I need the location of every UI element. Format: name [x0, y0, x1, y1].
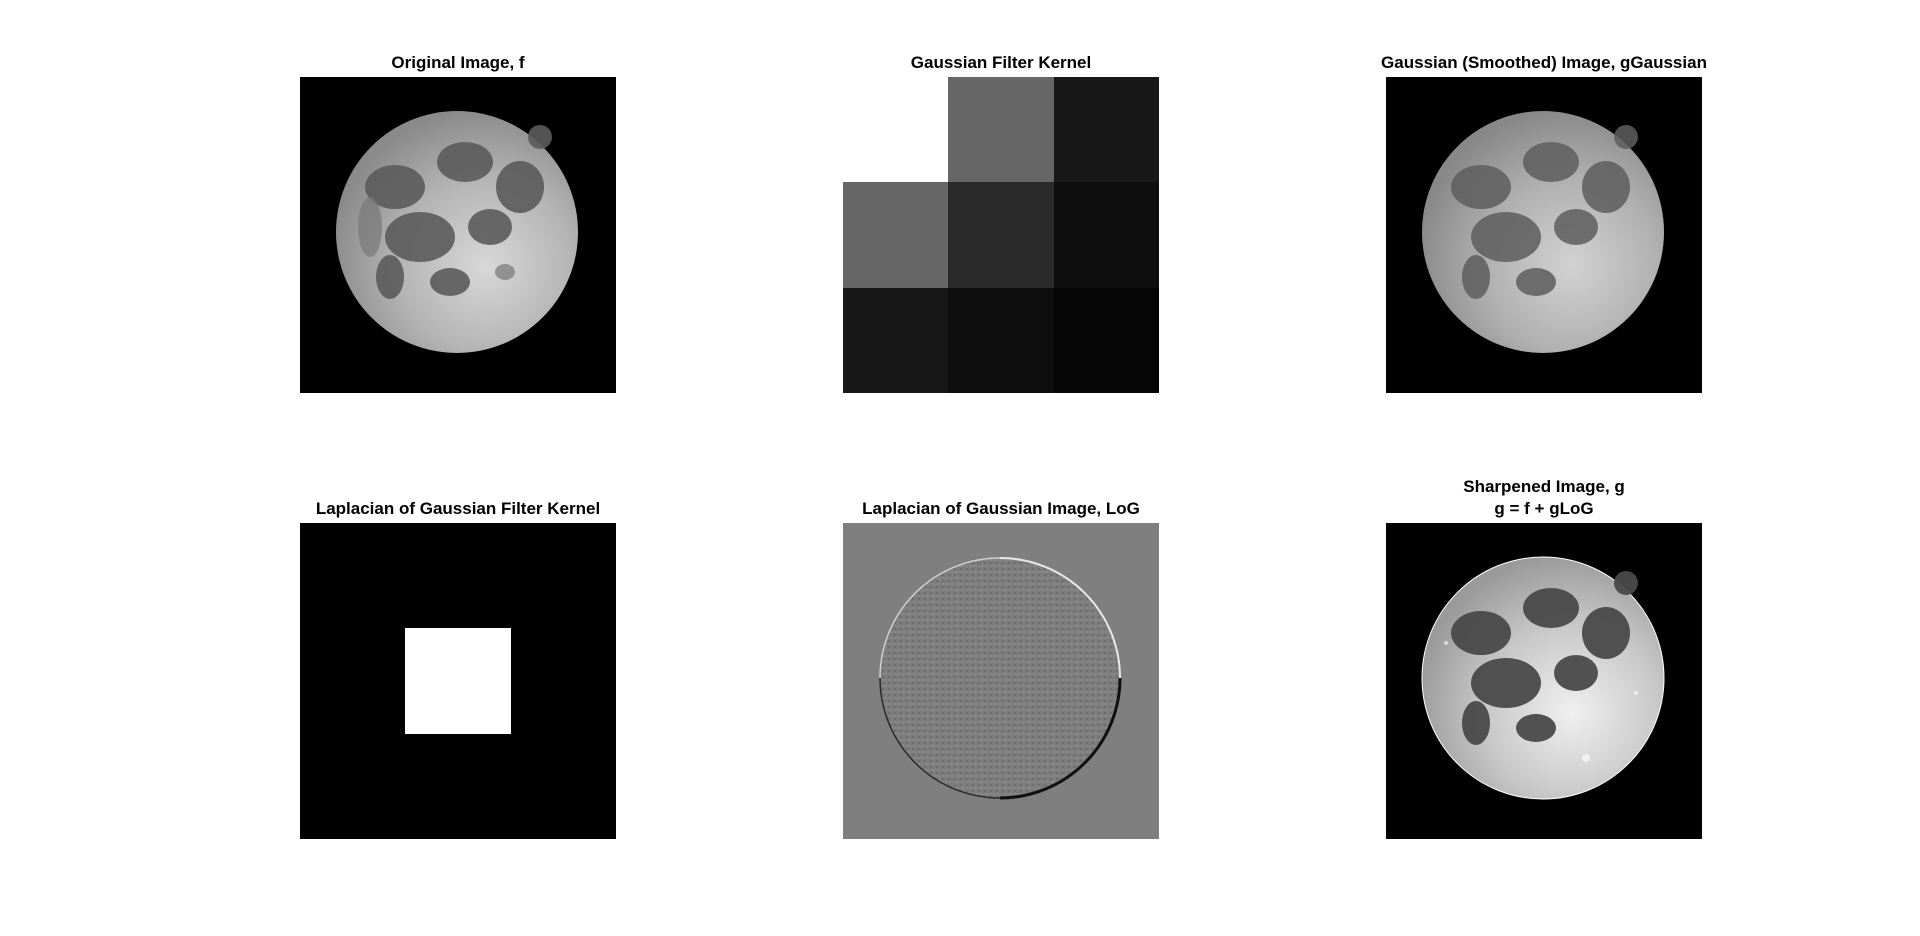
log-kernel-grid [300, 523, 616, 839]
panel-original-image: Original Image, f [299, 44, 617, 394]
kernel-cell [405, 733, 511, 839]
panel-gaussian-kernel: Gaussian Filter Kernel [842, 44, 1160, 394]
kernel-cell [510, 733, 616, 839]
kernel-cell [948, 77, 1054, 183]
kernel-cell [1053, 182, 1159, 288]
kernel-cell [405, 628, 511, 734]
kernel-cell [300, 733, 406, 839]
kernel-cell [1053, 77, 1159, 183]
panel-title: Laplacian of Gaussian Filter Kernel [315, 499, 601, 518]
panel-title-line-1: Sharpened Image, g [1463, 477, 1625, 496]
moon-image-smoothed [1386, 77, 1702, 393]
log-edge-image [843, 523, 1159, 839]
kernel-cell [948, 287, 1054, 393]
panel-title-line-2: g = f + gLoG [1494, 499, 1594, 518]
moon-image-original [300, 77, 616, 393]
kernel-cell [843, 287, 949, 393]
moon-image-sharpened [1386, 523, 1702, 839]
kernel-cell [843, 182, 949, 288]
panel-title: Gaussian (Smoothed) Image, gGaussian [1381, 53, 1707, 72]
panel-smoothed-image: Gaussian (Smoothed) Image, gGaussian [1381, 44, 1707, 394]
gaussian-kernel-grid [843, 77, 1159, 393]
panel-log-kernel: Laplacian of Gaussian Filter Kernel [299, 490, 617, 840]
panel-sharpened-image: Sharpened Image, g g = f + gLoG [1385, 470, 1703, 840]
panel-title: Gaussian Filter Kernel [910, 53, 1092, 72]
kernel-cell [948, 182, 1054, 288]
kernel-cell [1053, 287, 1159, 393]
kernel-cell [510, 523, 616, 629]
panel-log-image: Laplacian of Gaussian Image, LoG [842, 490, 1160, 840]
kernel-cell [510, 628, 616, 734]
kernel-cell [843, 77, 949, 183]
panel-title: Original Image, f [391, 53, 525, 72]
kernel-cell [300, 523, 406, 629]
panel-title: Laplacian of Gaussian Image, LoG [862, 499, 1140, 518]
kernel-cell [405, 523, 511, 629]
kernel-cell [300, 628, 406, 734]
